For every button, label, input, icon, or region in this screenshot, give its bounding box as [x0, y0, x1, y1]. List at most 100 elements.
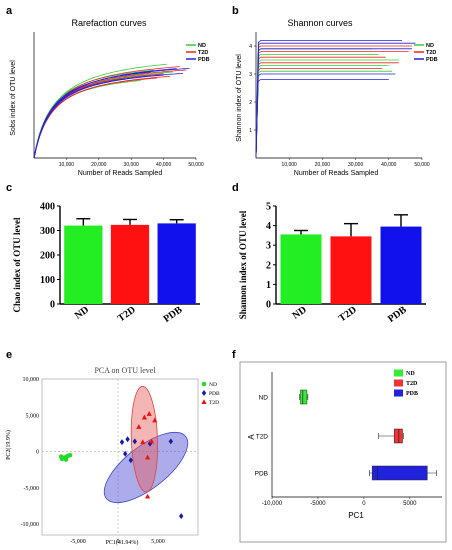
- panel-letter-f: f: [232, 349, 236, 361]
- panel-b-curve-pdb: [255, 40, 403, 159]
- panel-c-ylabel: Chao index of OTU level: [12, 217, 22, 313]
- panel-e-ellipse-t2d: [130, 386, 158, 493]
- panel-a-x-tick-label: 20,000: [91, 162, 107, 168]
- panel-e-ylabel: PC2(19.9%): [5, 430, 12, 460]
- panel-a-x-tick-label: 40,000: [156, 162, 172, 168]
- panel-e-legend-marker: [201, 399, 207, 404]
- panel-e-point-t2d: [145, 454, 151, 460]
- panel-a-curve-pdb: [33, 71, 151, 159]
- panel-letter-c: c: [6, 182, 12, 194]
- panel-e-point-t2d: [149, 438, 155, 444]
- panel-e-point-t2d: [136, 424, 142, 429]
- panel-a-x-tick-label: 10,000: [59, 162, 75, 168]
- panel-a-curve-t2d: [33, 76, 171, 159]
- panel-f-box-nd: [300, 389, 308, 405]
- panel-c-x-tick-label: T2D: [116, 304, 138, 324]
- panel-e-point-pdb: [119, 439, 125, 446]
- panel-b-curve-t2d: [255, 62, 399, 159]
- panel-a-curve-nd: [33, 74, 148, 159]
- panel-b-curve-pdb: [255, 48, 412, 159]
- panel-c-y-tick-label: 0: [50, 300, 55, 311]
- panel-f-legend-label: T2D: [406, 381, 418, 387]
- panel-e-x-tick-label: 0: [117, 539, 120, 545]
- panel-d-y-tick-label: 2: [266, 260, 271, 271]
- panel-e-plot-frame: [41, 378, 199, 536]
- panel-b-legend-label: ND: [426, 43, 434, 49]
- panel-b-x-tick-label: 20,000: [315, 162, 331, 168]
- panel-e-legend-label: PDB: [209, 391, 220, 397]
- panel-f-legend-label: PDB: [406, 391, 418, 397]
- panel-e-title: PCA on OTU level: [94, 366, 156, 375]
- panel-c-bar-t2d: [110, 224, 150, 304]
- panel-e-y-tick-label: -5,000: [24, 486, 40, 492]
- panel-b-xlabel: Number of Reads Sampled: [294, 170, 379, 177]
- panel-c-y-tick-label: 100: [40, 275, 55, 286]
- panel-f-x-tick-label: -5000: [310, 501, 326, 507]
- panel-a-curve-pdb: [33, 73, 184, 159]
- panel-c-bar-pdb: [157, 223, 196, 304]
- panel-f-y-tick-label: PDB: [255, 471, 268, 478]
- panel-b-curve-pdb: [255, 42, 416, 159]
- panel-f-frame: [239, 361, 447, 543]
- panel-letter-d: d: [232, 182, 239, 194]
- panel-e-point-t2d: [141, 414, 147, 420]
- panel-b-curve-t2d: [255, 68, 383, 159]
- panel-a-title: Rarefaction curves: [71, 18, 147, 28]
- panel-b-curve-t2d: [255, 45, 412, 159]
- panel-d-y-tick-label: 3: [266, 241, 271, 252]
- panel-a-curve-pdb: [33, 74, 164, 159]
- panel-e-point-t2d: [140, 439, 146, 445]
- panel-b-x-tick-label: 50,000: [414, 162, 430, 168]
- panel-a-xlabel: Number of Reads Sampled: [78, 170, 163, 177]
- panel-f-x-tick-label: -10,000: [262, 501, 283, 507]
- panel-e-point-pdb: [147, 440, 153, 447]
- panel-a-x-tick-label: 50,000: [188, 162, 204, 168]
- panel-f-xlabel: PC1: [348, 511, 364, 520]
- panel-b-x-tick-label: 30,000: [348, 162, 364, 168]
- panel-b-curve-t2d: [255, 56, 386, 159]
- panel-d-shannon-bars: Shannon index of OTU level 0 1 2 3 4 5 ND T2D PD…: [238, 202, 426, 325]
- panel-e-point-t2d: [146, 411, 152, 416]
- panel-c-chao-bars: Chao index of OTU level 0 100 200 300 400 ND T…: [12, 202, 200, 325]
- panel-f-pc1-boxplot: PC1 A -10,000 -5000 0 5000 ND T2D PDB ND T2D PDB: [239, 361, 447, 543]
- panel-e-y-tick-label: -10,000: [21, 522, 40, 528]
- panel-d-y-tick-label: 5: [266, 202, 271, 213]
- panel-f-legend-label: ND: [406, 371, 415, 377]
- panel-e-x-tick-label: -5,000: [70, 539, 86, 545]
- panel-f-legend-swatch: [394, 389, 403, 397]
- panel-e-point-pdb: [179, 513, 184, 520]
- panel-d-x-tick-label: ND: [291, 304, 309, 321]
- panel-e-legend-marker: [201, 381, 207, 387]
- panel-d-bar-t2d: [330, 236, 372, 304]
- panel-a-legend-label: ND: [198, 43, 206, 49]
- panel-a-curve-nd: [33, 80, 141, 159]
- panel-b-curve-pdb: [255, 73, 396, 159]
- panel-b-x-tick-label: 40,000: [381, 162, 397, 168]
- panel-d-bar-nd: [280, 234, 322, 304]
- panel-e-point-t2d: [152, 417, 158, 423]
- panel-e-xlabel: PC1(41.94%): [106, 539, 139, 546]
- panel-b-curve-pdb: [255, 79, 389, 159]
- panel-d-y-tick-label: 4: [266, 221, 271, 232]
- panel-b-curve-nd: [255, 54, 379, 159]
- panel-b-y-tick-label: 4: [249, 44, 252, 50]
- panel-f-ylabel: A: [247, 434, 256, 440]
- panel-f-box-t2d: [393, 428, 403, 444]
- panel-d-x-tick-label: PDB: [386, 304, 409, 325]
- panel-c-x-tick-label: ND: [73, 304, 91, 321]
- panel-e-legend-label: T2D: [209, 400, 219, 406]
- panel-b-ylabel: Shannon index of OTU level: [236, 54, 243, 142]
- panel-b-curve-nd: [255, 48, 373, 159]
- panel-d-x-tick-label: T2D: [337, 304, 359, 324]
- panel-b-legend-label: T2D: [426, 50, 436, 56]
- panel-e-point-pdb: [125, 436, 130, 443]
- panel-letter-a: a: [6, 5, 13, 17]
- panel-c-x-tick-label: PDB: [162, 304, 185, 325]
- panel-e-y-tick-label: 5,000: [26, 413, 40, 419]
- panel-c-y-tick-label: 200: [40, 251, 55, 262]
- panel-f-x-tick-label: 5000: [403, 501, 417, 507]
- panel-letter-b: b: [232, 5, 239, 17]
- panel-e-pca: PCA on OTU level PC1(41.94%) PC2(19.9%) …: [5, 366, 220, 546]
- panel-e-ellipse-pdb: [103, 431, 189, 504]
